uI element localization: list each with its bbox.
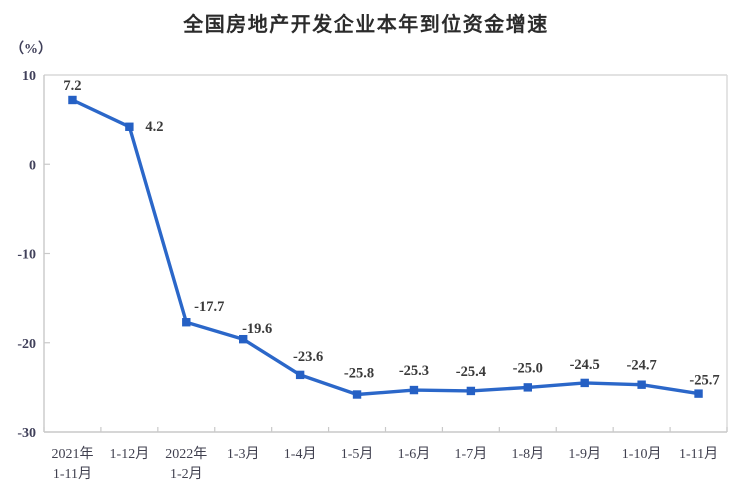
data-label: -19.6 [242, 321, 272, 337]
x-tick-label: 1-4月 [284, 446, 317, 462]
data-point-marker [580, 378, 589, 388]
data-point-marker [637, 380, 646, 389]
data-label: -23.6 [293, 349, 323, 365]
y-tick-label: -20 [17, 337, 36, 352]
data-point-marker [352, 390, 362, 399]
y-axis-unit-label: （%） [10, 42, 52, 57]
data-label: -17.7 [194, 299, 224, 315]
data-point-marker [239, 334, 248, 344]
x-tick-label: 1-11月 [679, 446, 718, 462]
y-tick-label: -30 [17, 426, 36, 441]
data-label: -25.8 [344, 366, 374, 382]
x-tick-label: 1-9月 [568, 446, 601, 462]
data-point-marker [295, 370, 305, 380]
data-point-marker [182, 318, 191, 327]
x-tick-label: 1-5月 [341, 446, 374, 462]
data-label: -25.4 [456, 364, 486, 380]
data-label: -25.3 [399, 363, 429, 379]
series-line [70, 98, 701, 397]
x-tick-label: 1-10月 [622, 446, 662, 462]
x-tick-label: 2022年 [165, 446, 207, 462]
x-tick-label: 1-7月 [455, 446, 488, 462]
x-tick-label: 1-11月 [53, 466, 92, 482]
y-tick-label: -10 [17, 248, 36, 263]
x-tick-label: 2021年 [51, 446, 93, 462]
data-point-marker [409, 385, 419, 395]
data-point-marker [68, 95, 77, 105]
data-point-marker [694, 389, 703, 398]
x-tick-label: 1-6月 [398, 446, 431, 462]
data-label: -25.7 [689, 373, 719, 389]
x-tick-label: 1-3月 [227, 446, 260, 462]
data-point-marker [523, 383, 532, 392]
x-tick-label: 1-12月 [110, 446, 150, 462]
data-label: 4.2 [145, 119, 163, 135]
data-point-marker [125, 122, 134, 131]
data-label: 7.2 [63, 78, 81, 94]
data-point-marker [466, 386, 476, 396]
y-tick-label: 0 [29, 158, 36, 173]
chart-title: 全国房地产开发企业本年到位资金增速 [183, 14, 549, 36]
data-label: -24.7 [627, 358, 657, 374]
y-tick-label: 10 [22, 69, 36, 84]
data-label: -24.5 [570, 357, 600, 373]
x-tick-label: 1-8月 [511, 446, 544, 462]
data-label: -25.0 [513, 360, 543, 376]
x-tick-label: 1-2月 [170, 466, 203, 482]
